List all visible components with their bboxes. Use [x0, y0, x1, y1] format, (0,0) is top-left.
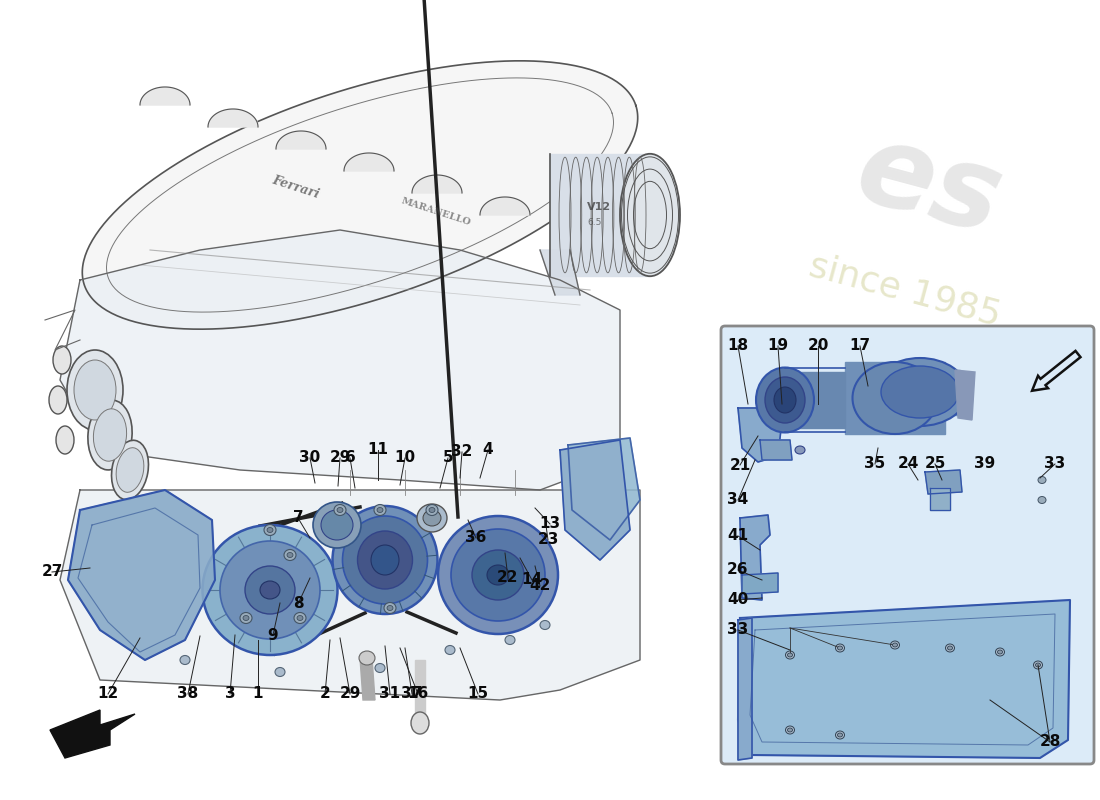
Polygon shape — [360, 658, 375, 700]
Text: 24: 24 — [898, 457, 918, 471]
Ellipse shape — [424, 510, 441, 526]
Ellipse shape — [881, 366, 959, 418]
Ellipse shape — [50, 386, 67, 414]
Text: 31: 31 — [379, 686, 400, 702]
Polygon shape — [82, 61, 638, 329]
Ellipse shape — [836, 644, 845, 652]
Polygon shape — [740, 515, 770, 600]
Text: 35: 35 — [865, 457, 886, 471]
Text: 29: 29 — [339, 686, 361, 702]
Ellipse shape — [384, 602, 396, 614]
Polygon shape — [738, 408, 782, 462]
Text: 30: 30 — [299, 450, 320, 466]
Text: 17: 17 — [849, 338, 870, 354]
Text: 27: 27 — [42, 565, 63, 579]
Ellipse shape — [267, 527, 273, 533]
Ellipse shape — [788, 653, 792, 657]
Ellipse shape — [377, 507, 383, 513]
Ellipse shape — [487, 565, 509, 585]
Ellipse shape — [438, 516, 558, 634]
Ellipse shape — [314, 502, 361, 548]
Ellipse shape — [429, 507, 434, 513]
Text: MARANELLO: MARANELLO — [400, 196, 472, 227]
Ellipse shape — [1034, 661, 1043, 669]
Polygon shape — [60, 490, 640, 700]
Ellipse shape — [1035, 663, 1041, 667]
Polygon shape — [738, 618, 752, 760]
Ellipse shape — [94, 409, 126, 461]
Text: 3: 3 — [224, 686, 235, 702]
Polygon shape — [845, 362, 945, 434]
Polygon shape — [140, 87, 190, 105]
Ellipse shape — [837, 733, 843, 737]
Ellipse shape — [837, 646, 843, 650]
Polygon shape — [955, 370, 975, 420]
Ellipse shape — [117, 448, 144, 492]
Text: 6.5: 6.5 — [587, 218, 602, 227]
Text: 37: 37 — [402, 686, 422, 702]
Text: 32: 32 — [451, 445, 473, 459]
Ellipse shape — [505, 635, 515, 645]
Polygon shape — [540, 250, 580, 295]
Ellipse shape — [287, 553, 293, 558]
Ellipse shape — [998, 650, 1002, 654]
Ellipse shape — [411, 712, 429, 734]
Text: V12: V12 — [587, 202, 612, 212]
Text: 14: 14 — [521, 573, 542, 587]
Ellipse shape — [788, 728, 792, 732]
Ellipse shape — [245, 566, 295, 614]
Polygon shape — [344, 153, 394, 171]
Ellipse shape — [446, 646, 455, 654]
Ellipse shape — [1038, 497, 1046, 503]
Polygon shape — [550, 154, 650, 276]
Text: 16: 16 — [407, 686, 429, 702]
Text: 38: 38 — [177, 686, 199, 702]
Ellipse shape — [111, 440, 148, 500]
Ellipse shape — [74, 360, 116, 420]
Ellipse shape — [67, 350, 123, 430]
Polygon shape — [760, 440, 792, 460]
Polygon shape — [785, 372, 845, 428]
Polygon shape — [412, 175, 462, 193]
Polygon shape — [742, 573, 778, 594]
Polygon shape — [415, 660, 425, 720]
Ellipse shape — [785, 651, 794, 659]
Ellipse shape — [332, 506, 438, 614]
Text: 5: 5 — [442, 450, 453, 466]
Ellipse shape — [275, 667, 285, 677]
Polygon shape — [880, 370, 960, 415]
Text: 7: 7 — [293, 510, 304, 526]
Polygon shape — [60, 230, 620, 490]
Polygon shape — [738, 600, 1070, 758]
Ellipse shape — [358, 531, 412, 589]
Ellipse shape — [451, 529, 544, 621]
Text: 2: 2 — [320, 686, 330, 702]
Text: 8: 8 — [293, 597, 304, 611]
Text: 1: 1 — [253, 686, 263, 702]
Text: 41: 41 — [727, 529, 749, 543]
Polygon shape — [208, 109, 258, 127]
Text: 42: 42 — [529, 578, 551, 594]
Ellipse shape — [297, 615, 302, 621]
Ellipse shape — [294, 613, 306, 623]
Polygon shape — [925, 470, 962, 494]
Ellipse shape — [852, 362, 937, 434]
Text: 33: 33 — [727, 622, 749, 638]
Ellipse shape — [891, 641, 900, 649]
Text: 23: 23 — [537, 533, 559, 547]
Ellipse shape — [996, 648, 1004, 656]
Polygon shape — [50, 710, 135, 758]
Text: since 1985: since 1985 — [805, 248, 1004, 332]
Polygon shape — [560, 440, 630, 560]
Ellipse shape — [947, 646, 953, 650]
Text: es: es — [846, 113, 1014, 258]
Ellipse shape — [892, 643, 898, 647]
Text: 6: 6 — [344, 450, 355, 466]
Ellipse shape — [284, 550, 296, 561]
Text: Ferrari: Ferrari — [270, 174, 320, 201]
Ellipse shape — [785, 726, 794, 734]
Ellipse shape — [264, 525, 276, 535]
Text: 11: 11 — [367, 442, 388, 458]
Ellipse shape — [756, 367, 814, 433]
